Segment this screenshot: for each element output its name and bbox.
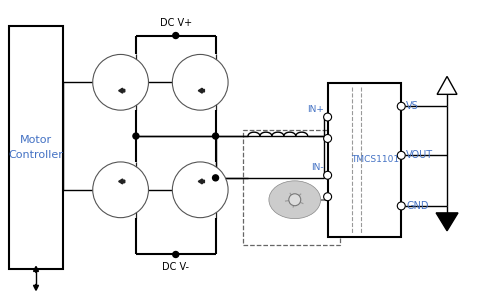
Circle shape <box>289 194 301 206</box>
Polygon shape <box>436 213 458 231</box>
Text: DC V-: DC V- <box>162 263 189 272</box>
Text: Motor: Motor <box>20 134 52 144</box>
FancyArrow shape <box>198 88 205 93</box>
Circle shape <box>324 113 331 121</box>
Circle shape <box>93 54 149 110</box>
Circle shape <box>324 134 331 142</box>
Circle shape <box>172 162 228 218</box>
Text: Controller: Controller <box>8 151 63 161</box>
Circle shape <box>324 193 331 201</box>
Circle shape <box>133 133 139 139</box>
Text: IN-: IN- <box>311 163 324 172</box>
FancyArrow shape <box>119 179 125 184</box>
Bar <box>328 83 401 236</box>
FancyArrow shape <box>198 179 205 184</box>
Ellipse shape <box>269 181 321 219</box>
FancyArrow shape <box>34 266 39 272</box>
Text: DC V+: DC V+ <box>160 18 192 28</box>
Polygon shape <box>437 76 457 94</box>
Text: VS: VS <box>406 101 419 111</box>
Circle shape <box>173 251 179 258</box>
Bar <box>9 25 63 270</box>
Circle shape <box>397 202 405 210</box>
FancyArrow shape <box>119 88 125 93</box>
Circle shape <box>397 151 405 159</box>
Bar <box>243 130 339 245</box>
Circle shape <box>173 33 179 38</box>
Circle shape <box>324 171 331 179</box>
Text: GND: GND <box>406 201 429 211</box>
Circle shape <box>212 175 218 181</box>
Circle shape <box>397 102 405 110</box>
Text: VOUT: VOUT <box>406 150 433 160</box>
Text: IN+: IN+ <box>307 105 324 114</box>
Text: TMCS1101: TMCS1101 <box>351 155 400 164</box>
Circle shape <box>93 162 149 218</box>
Circle shape <box>212 133 218 139</box>
Circle shape <box>172 54 228 110</box>
FancyArrow shape <box>34 284 39 290</box>
